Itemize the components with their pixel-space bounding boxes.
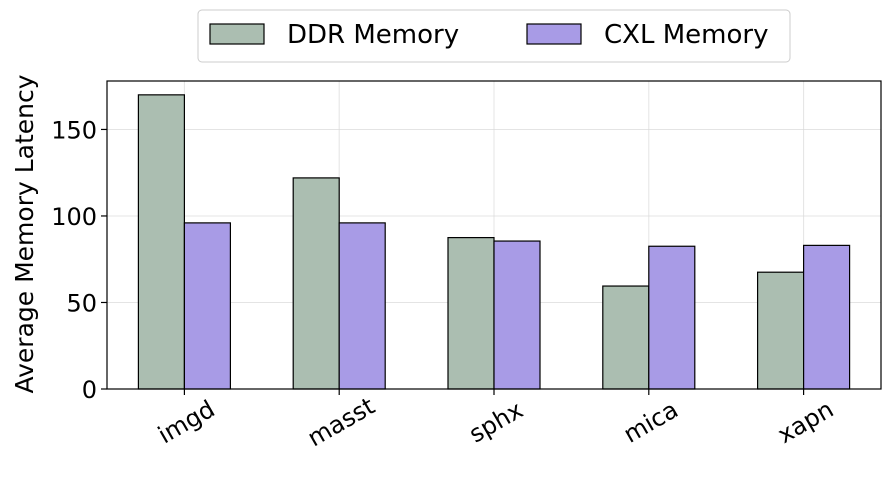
y-tick-label: 100 [51, 203, 97, 231]
bar-cxl-memory-sphx [493, 240, 541, 390]
bar-cxl-memory-mica [648, 245, 696, 390]
x-tick-label: sphx [464, 396, 527, 449]
legend-box [197, 9, 791, 63]
x-tick-label: imgd [153, 395, 219, 450]
legend: DDR Memory CXL Memory [197, 9, 791, 63]
bar-cxl-memory-masst [338, 222, 386, 390]
legend-swatch [209, 23, 265, 45]
x-axis: imgd masst sphx mica xapn [153, 389, 838, 452]
y-axis: 0 50 100 150 [51, 116, 107, 404]
y-tick-label: 50 [66, 289, 97, 317]
y-tick-label: 150 [51, 116, 97, 144]
legend-label: CXL Memory [604, 20, 768, 50]
x-tick-label: xapn [773, 395, 838, 449]
y-axis-title: Average Memory Latency [10, 74, 39, 393]
bar-ddr-memory-xapn [756, 271, 805, 390]
x-tick-label: masst [303, 392, 380, 453]
bar-ddr-memory-imgd [137, 94, 185, 390]
bar-ddr-memory-sphx [447, 236, 495, 390]
y-tick-label: 0 [82, 376, 97, 404]
bar-cxl-memory-imgd [183, 222, 231, 390]
bar-cxl-memory-xapn [802, 244, 851, 390]
bars [137, 94, 851, 390]
bar-ddr-memory-masst [292, 177, 340, 390]
legend-label: DDR Memory [287, 20, 459, 50]
bar-ddr-memory-mica [602, 285, 650, 390]
legend-swatch [526, 23, 582, 45]
x-tick-label: mica [619, 395, 683, 448]
